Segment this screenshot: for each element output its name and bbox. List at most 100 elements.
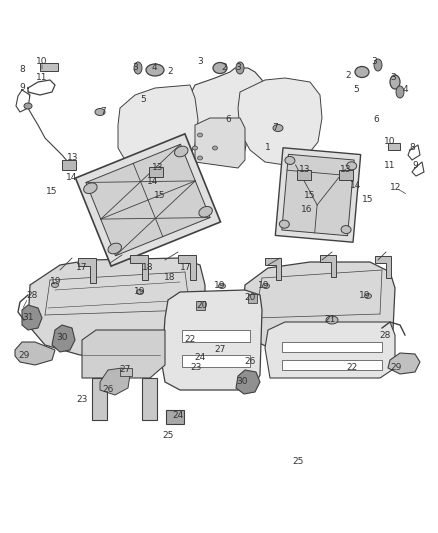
- Ellipse shape: [347, 162, 357, 170]
- Text: 3: 3: [235, 62, 241, 71]
- Bar: [282, 342, 382, 352]
- Bar: [120, 368, 132, 376]
- Text: 15: 15: [362, 196, 374, 205]
- Ellipse shape: [390, 75, 400, 89]
- Text: 2: 2: [167, 68, 173, 77]
- Bar: [62, 160, 76, 170]
- Bar: [182, 355, 250, 367]
- Ellipse shape: [24, 103, 32, 109]
- Ellipse shape: [137, 289, 144, 295]
- Text: 20: 20: [244, 294, 256, 303]
- Polygon shape: [130, 255, 148, 280]
- Text: 24: 24: [173, 410, 184, 419]
- Text: 9: 9: [19, 84, 25, 93]
- Bar: [149, 167, 163, 177]
- Ellipse shape: [285, 156, 295, 164]
- Text: 3: 3: [371, 58, 377, 67]
- Ellipse shape: [134, 62, 142, 74]
- Text: 9: 9: [412, 160, 418, 169]
- Ellipse shape: [236, 62, 244, 74]
- Bar: [142, 378, 157, 420]
- Polygon shape: [242, 262, 395, 352]
- Polygon shape: [375, 256, 391, 278]
- Text: 22: 22: [346, 364, 357, 373]
- Polygon shape: [190, 68, 265, 165]
- Text: 31: 31: [22, 313, 34, 322]
- Polygon shape: [52, 325, 75, 352]
- Polygon shape: [22, 305, 42, 330]
- Ellipse shape: [273, 125, 283, 132]
- Text: 7: 7: [272, 124, 278, 133]
- Text: 17: 17: [180, 263, 192, 272]
- Text: 11: 11: [384, 160, 396, 169]
- Polygon shape: [162, 290, 262, 390]
- Ellipse shape: [199, 206, 212, 217]
- Text: 30: 30: [236, 377, 248, 386]
- Bar: [282, 154, 354, 236]
- Text: 10: 10: [36, 58, 48, 67]
- Text: 15: 15: [46, 188, 58, 197]
- Text: 18: 18: [142, 263, 154, 272]
- Ellipse shape: [146, 64, 164, 76]
- Text: 8: 8: [409, 143, 415, 152]
- Text: 13: 13: [340, 166, 352, 174]
- Text: 19: 19: [134, 287, 146, 296]
- Text: 5: 5: [353, 85, 359, 94]
- Text: 23: 23: [191, 364, 201, 373]
- Polygon shape: [265, 258, 281, 280]
- Bar: [40, 63, 58, 71]
- Ellipse shape: [374, 59, 382, 71]
- Text: 19: 19: [214, 280, 226, 289]
- Ellipse shape: [341, 225, 351, 233]
- Ellipse shape: [198, 156, 202, 160]
- Bar: [276, 148, 360, 242]
- Polygon shape: [236, 370, 260, 394]
- Text: 23: 23: [76, 395, 88, 405]
- Ellipse shape: [52, 282, 59, 287]
- Text: 19: 19: [258, 280, 270, 289]
- Text: 2: 2: [345, 70, 351, 79]
- Text: 14: 14: [350, 181, 362, 190]
- Polygon shape: [388, 353, 420, 374]
- Text: 5: 5: [140, 95, 146, 104]
- Ellipse shape: [219, 284, 226, 288]
- Polygon shape: [320, 255, 336, 277]
- Bar: [388, 143, 400, 150]
- Bar: [92, 378, 107, 420]
- Bar: [166, 410, 184, 424]
- Ellipse shape: [95, 109, 105, 116]
- Text: 4: 4: [151, 63, 157, 72]
- Text: 6: 6: [225, 116, 231, 125]
- Text: 28: 28: [379, 330, 391, 340]
- Ellipse shape: [262, 284, 269, 288]
- Bar: [75, 134, 220, 266]
- Bar: [248, 294, 257, 303]
- Ellipse shape: [326, 316, 338, 324]
- Bar: [339, 170, 353, 180]
- Text: 13: 13: [299, 166, 311, 174]
- Text: 15: 15: [304, 191, 316, 200]
- Polygon shape: [15, 342, 55, 365]
- Bar: [182, 330, 250, 342]
- Text: 26: 26: [102, 385, 114, 394]
- Text: 19: 19: [359, 292, 371, 301]
- Text: 21: 21: [324, 316, 336, 325]
- Bar: [86, 144, 210, 256]
- Text: 4: 4: [402, 85, 408, 94]
- Text: 22: 22: [184, 335, 196, 344]
- Polygon shape: [195, 118, 245, 168]
- Ellipse shape: [174, 146, 188, 157]
- Text: 27: 27: [214, 345, 226, 354]
- Text: 12: 12: [390, 183, 402, 192]
- Text: 3: 3: [390, 74, 396, 83]
- Text: 18: 18: [164, 273, 176, 282]
- Text: 3: 3: [132, 62, 138, 71]
- Text: 6: 6: [373, 116, 379, 125]
- Polygon shape: [82, 330, 165, 378]
- Ellipse shape: [212, 146, 218, 150]
- Text: 13: 13: [152, 164, 164, 173]
- Text: 7: 7: [100, 108, 106, 117]
- Text: 17: 17: [76, 263, 88, 272]
- Bar: [196, 301, 205, 310]
- Ellipse shape: [192, 146, 198, 150]
